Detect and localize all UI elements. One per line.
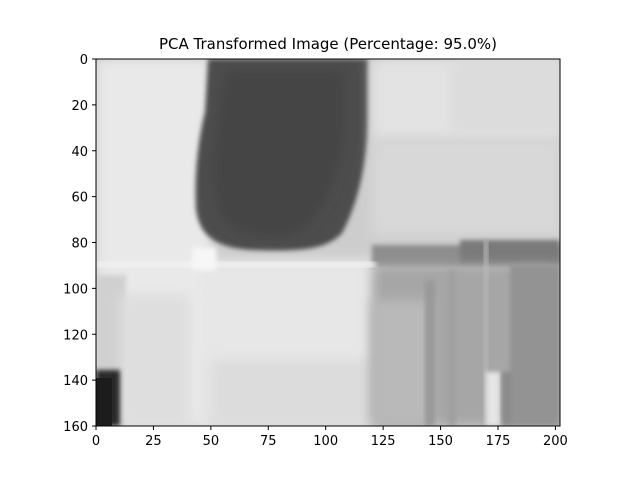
x-tick-label: 150 [428, 434, 453, 449]
y-tick-label: 140 [63, 374, 88, 389]
pca-image [96, 59, 560, 426]
y-tick-label: 20 [71, 99, 88, 114]
x-tick-label: 175 [486, 434, 511, 449]
right-darker-band [460, 240, 560, 264]
right-top-band [450, 59, 560, 134]
left-mid-shade [120, 295, 190, 426]
x-tick-label: 75 [260, 434, 277, 449]
vertical-streak-4 [486, 372, 500, 426]
y-tick-label: 40 [71, 145, 88, 160]
x-axis: 0 25 50 75 100 125 150 175 200 [92, 426, 568, 449]
x-tick-label: 50 [203, 434, 220, 449]
right-lower-mid [372, 300, 432, 426]
x-tick-label: 200 [543, 434, 568, 449]
y-axis: 0 20 40 60 80 100 120 140 160 [63, 53, 96, 435]
vertical-streak-1 [425, 280, 435, 426]
vertical-streak-2 [448, 270, 456, 426]
chart-title: PCA Transformed Image (Percentage: 95.0%… [159, 35, 497, 53]
y-tick-label: 80 [71, 237, 88, 252]
x-tick-label: 125 [371, 434, 396, 449]
y-tick-label: 160 [63, 420, 88, 435]
x-tick-label: 100 [313, 434, 338, 449]
x-tick-label: 0 [92, 434, 100, 449]
y-tick-label: 0 [80, 53, 88, 68]
y-tick-label: 60 [71, 191, 88, 206]
right-lower-dark [510, 265, 560, 426]
vertical-streak-5 [502, 372, 512, 426]
y-tick-label: 120 [63, 328, 88, 343]
vertical-streak-3 [484, 240, 488, 426]
center-lower-gray [210, 360, 380, 426]
right-mid-light [372, 140, 560, 235]
y-tick-label: 100 [63, 282, 88, 297]
dark-inner-core [213, 70, 345, 237]
horizontal-light-line [96, 262, 376, 267]
bright-spot [192, 248, 216, 270]
x-tick-label: 25 [145, 434, 162, 449]
bottom-left-dark-core [96, 378, 112, 426]
